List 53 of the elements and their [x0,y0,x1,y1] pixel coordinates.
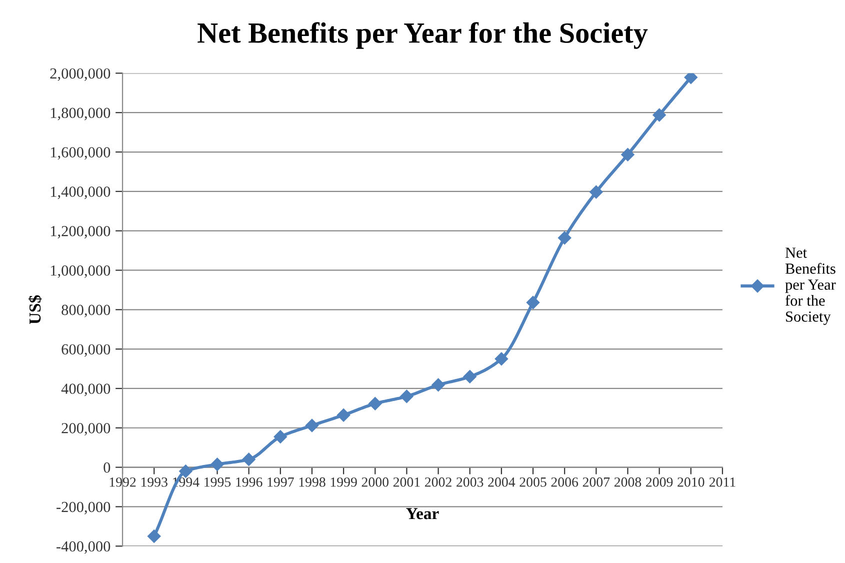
y-tick-label: 1,400,000 [50,186,110,200]
point [148,530,161,543]
y-tick-label: 200,000 [62,423,110,436]
point [242,452,256,466]
point [526,296,540,310]
x-tick-label: 2000 [362,477,388,487]
point [621,148,634,162]
x-tick-label: 2006 [551,477,578,487]
x-tick-label: 2010 [678,477,704,487]
point [432,378,445,392]
legend-label: Net Benefits per Year for the Society [785,248,836,325]
x-tick-label: 2004 [488,477,516,487]
x-tick-label: 1997 [268,477,294,487]
x-axis-title: Year [406,508,439,520]
point [652,108,666,122]
x-tick-label: 1999 [330,477,357,487]
point [274,430,287,444]
point [400,390,414,403]
point [336,408,350,422]
point [684,73,698,84]
y-tick-label: 2,000,000 [50,68,110,81]
x-tick-label: 2002 [425,477,452,487]
y-tick-label: 1,600,000 [50,147,110,160]
x-tick-label: 1998 [299,477,326,487]
y-tick-label: 0 [104,462,110,473]
y-tick-label: 600,000 [62,344,110,357]
x-tick-label: 1993 [141,477,168,487]
point [179,464,192,478]
x-tick-label: 2005 [520,477,546,487]
x-tick-label: 1995 [204,477,231,487]
y-tick-label: -400,000 [56,541,110,554]
x-tick-label: 2009 [646,477,673,487]
point [494,352,508,366]
y-tick-label: -200,000 [56,502,110,514]
y-tick-label: 1,800,000 [50,108,110,120]
x-tick-label: 1996 [236,477,262,487]
point [463,370,476,384]
y-axis-title: US$ [28,295,42,324]
x-tick-label: 2007 [582,477,610,487]
point [368,397,382,410]
x-tick-label: 2001 [393,477,420,487]
y-tick-label: 400,000 [61,384,110,396]
x-tick-label: 2008 [614,477,642,487]
point [305,418,319,432]
x-tick-label: 2003 [456,477,484,487]
point [558,231,572,245]
y-tick-label: 800,000 [62,304,110,318]
x-tick-label: 2011 [709,477,736,487]
y-tick-label: 1,200,000 [50,226,110,238]
chart-title: Net Benefits per Year for the Society [198,22,648,49]
point [590,185,603,199]
point [210,458,224,471]
y-tick-label: 1,000,000 [50,265,110,278]
